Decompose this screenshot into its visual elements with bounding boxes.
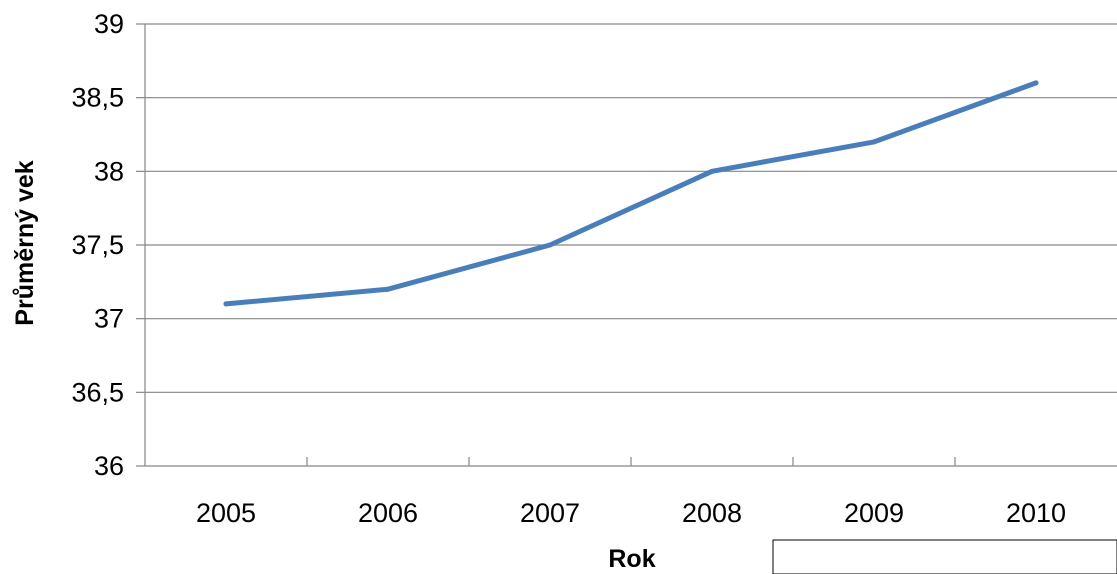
- y-axis-title: Průměrný vek: [11, 160, 39, 325]
- series-layer: [223, 80, 1039, 307]
- data-point: [223, 301, 229, 307]
- x-axis-title: Rok: [608, 545, 655, 573]
- data-point: [709, 168, 715, 174]
- x-tick-label: 2007: [520, 498, 580, 528]
- x-tick-labels: 2005 2006 2007 2008 2009 2010: [196, 498, 1066, 528]
- data-point: [547, 242, 553, 248]
- x-tick-label: 2009: [844, 498, 904, 528]
- x-ticks: [306, 457, 956, 466]
- x-tick-label: 2010: [1006, 498, 1066, 528]
- y-tick-label: 36: [94, 451, 124, 481]
- data-point: [385, 286, 391, 292]
- y-tick-labels: 36 36,5 37 37,5 38 38,5 39: [71, 9, 124, 481]
- y-tick-label: 37: [94, 304, 124, 334]
- y-tick-label: 38,5: [71, 83, 124, 113]
- y-tick-label: 39: [94, 9, 124, 39]
- y-tick-label: 38: [94, 156, 124, 186]
- series-line: [223, 80, 1039, 307]
- data-point: [871, 139, 877, 145]
- gridlines: [145, 23, 1117, 393]
- data-point: [1033, 80, 1039, 86]
- y-tick-label: 37,5: [71, 230, 124, 260]
- x-tick-label: 2005: [196, 498, 256, 528]
- x-tick-label: 2008: [682, 498, 742, 528]
- y-tick-label: 36,5: [71, 377, 124, 407]
- overlay-box: [772, 539, 1117, 574]
- x-tick-label: 2006: [358, 498, 418, 528]
